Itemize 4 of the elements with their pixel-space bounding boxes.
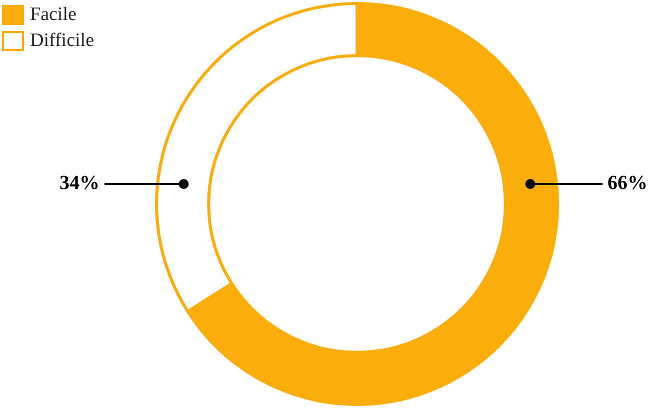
data-label: 66%	[608, 172, 648, 194]
legend-label: Facile	[30, 4, 76, 26]
legend-label: Difficile	[30, 30, 94, 52]
data-label: 34%	[60, 172, 100, 194]
